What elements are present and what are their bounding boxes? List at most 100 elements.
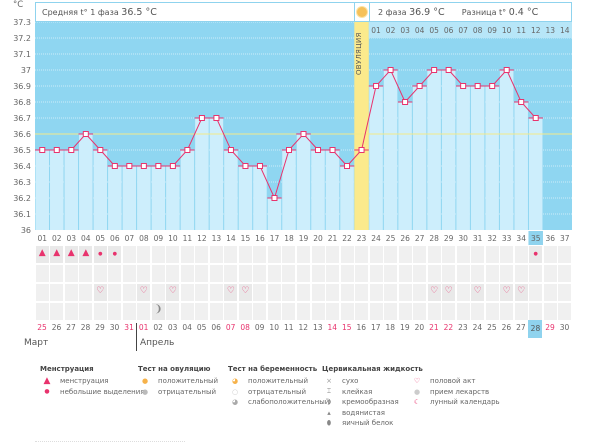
symptom-cell[interactable] [340, 284, 354, 301]
symptom-cell[interactable]: ♡ [442, 284, 456, 301]
symptom-cell[interactable]: ♡ [514, 284, 528, 301]
calendar-date[interactable]: 14 [327, 323, 338, 332]
symptom-cell[interactable] [442, 246, 456, 263]
calendar-date[interactable]: 29 [545, 323, 555, 332]
symptom-cell[interactable] [514, 246, 528, 263]
symptom-cell[interactable] [558, 303, 572, 320]
symptom-cell[interactable] [195, 303, 209, 320]
symptom-cell[interactable] [543, 246, 557, 263]
calendar-date[interactable]: 24 [472, 323, 483, 332]
symptom-cell[interactable]: ♡ [93, 284, 107, 301]
calendar-date[interactable]: 25 [37, 323, 47, 332]
symptom-cell[interactable] [456, 303, 470, 320]
symptom-cell[interactable] [282, 284, 296, 301]
symptom-cell[interactable] [267, 303, 281, 320]
symptom-cell[interactable] [500, 265, 514, 282]
calendar-date[interactable]: 28 [528, 320, 543, 338]
symptom-cell[interactable] [35, 303, 49, 320]
symptom-cell[interactable] [529, 284, 543, 301]
calendar-date[interactable]: 31 [124, 323, 134, 332]
symptom-cell[interactable] [180, 246, 194, 263]
symptom-cell[interactable] [514, 265, 528, 282]
symptom-cell[interactable] [93, 303, 107, 320]
symptom-cell[interactable] [137, 246, 151, 263]
calendar-date[interactable]: 23 [458, 323, 468, 332]
symptom-cell[interactable] [369, 284, 383, 301]
symptom-cell[interactable] [180, 265, 194, 282]
symptom-cell[interactable] [35, 284, 49, 301]
symptom-cell[interactable]: ❩ [151, 303, 165, 320]
symptom-cell[interactable]: ▲ [79, 246, 93, 263]
symptom-cell[interactable] [195, 265, 209, 282]
symptom-cell[interactable] [180, 284, 194, 301]
symptom-cell[interactable] [166, 303, 180, 320]
symptom-cell[interactable] [122, 265, 136, 282]
symptom-cell[interactable] [471, 246, 485, 263]
symptom-cell[interactable] [413, 303, 427, 320]
symptom-cell[interactable] [485, 284, 499, 301]
symptom-cell[interactable] [122, 246, 136, 263]
calendar-date[interactable]: 30 [559, 323, 570, 332]
symptom-cell[interactable] [442, 265, 456, 282]
symptom-cell[interactable] [282, 265, 296, 282]
symptom-cell[interactable]: ♡ [471, 284, 485, 301]
symptom-cell[interactable] [355, 246, 369, 263]
symptom-cell[interactable] [253, 246, 267, 263]
calendar-date[interactable]: 13 [312, 323, 323, 332]
symptom-cell[interactable] [558, 284, 572, 301]
calendar-date[interactable]: 12 [298, 323, 308, 332]
calendar-date[interactable]: 21 [429, 323, 439, 332]
symptom-cell[interactable]: ♡ [500, 284, 514, 301]
symptom-cell[interactable] [384, 303, 398, 320]
symptom-cell[interactable] [326, 303, 340, 320]
calendar-date[interactable]: 26 [501, 323, 512, 332]
symptom-cell[interactable] [296, 265, 310, 282]
symptom-cell[interactable] [35, 265, 49, 282]
symptom-cell[interactable] [224, 246, 238, 263]
symptom-cell[interactable] [340, 265, 354, 282]
symptom-cell[interactable] [209, 303, 223, 320]
symptom-cell[interactable] [311, 303, 325, 320]
calendar-date[interactable]: 04 [182, 323, 192, 332]
symptom-cell[interactable] [311, 265, 325, 282]
calendar-date[interactable]: 09 [254, 323, 265, 332]
symptom-cell[interactable] [413, 284, 427, 301]
symptom-cell[interactable] [543, 284, 557, 301]
symptom-cell[interactable] [326, 246, 340, 263]
calendar-date[interactable]: 08 [240, 323, 250, 332]
symptom-cell[interactable]: ● [108, 246, 122, 263]
symptom-cell[interactable] [369, 265, 383, 282]
symptom-cell[interactable]: ● [529, 246, 543, 263]
symptom-cell[interactable] [398, 265, 412, 282]
symptom-cell[interactable] [500, 246, 514, 263]
symptom-cell[interactable] [427, 246, 441, 263]
calendar-date[interactable]: 05 [196, 323, 207, 332]
symptom-cell[interactable] [108, 303, 122, 320]
symptom-cell[interactable] [369, 303, 383, 320]
calendar-date[interactable]: 03 [167, 323, 178, 332]
symptom-cell[interactable] [543, 303, 557, 320]
symptom-cell[interactable] [384, 246, 398, 263]
symptom-cell[interactable] [64, 303, 78, 320]
symptom-cell[interactable] [340, 303, 354, 320]
symptom-cell[interactable] [267, 284, 281, 301]
symptom-cell[interactable]: ♡ [238, 284, 252, 301]
symptom-cell[interactable] [137, 303, 151, 320]
calendar-date[interactable]: 11 [283, 323, 294, 332]
symptom-cell[interactable] [195, 246, 209, 263]
symptom-cell[interactable] [108, 265, 122, 282]
symptom-cell[interactable] [398, 303, 412, 320]
symptom-cell[interactable] [238, 265, 252, 282]
symptom-cell[interactable] [529, 303, 543, 320]
symptom-cell[interactable] [456, 265, 470, 282]
calendar-date[interactable]: 17 [371, 323, 381, 332]
symptom-cell[interactable] [413, 246, 427, 263]
calendar-date[interactable]: 20 [414, 323, 425, 332]
calendar-date[interactable]: 28 [80, 323, 91, 332]
symptom-cell[interactable] [93, 265, 107, 282]
symptom-cell[interactable] [326, 265, 340, 282]
symptom-cell[interactable] [427, 265, 441, 282]
calendar-date[interactable]: 01 [138, 323, 149, 332]
symptom-cell[interactable] [122, 303, 136, 320]
symptom-cell[interactable] [529, 265, 543, 282]
